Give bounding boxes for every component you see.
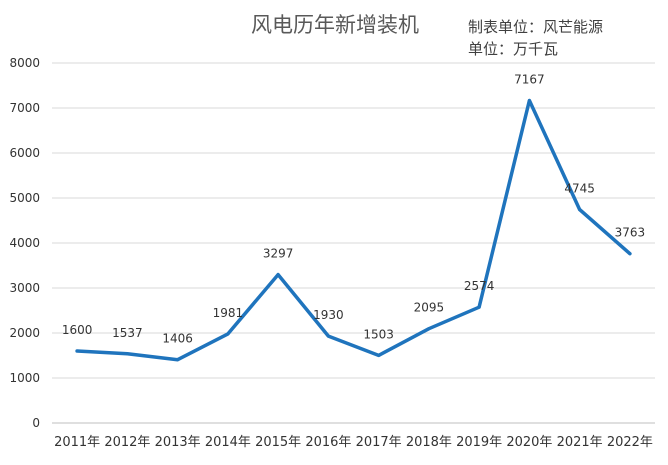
y-axis: 0 1000 2000 3000 4000 5000 6000 7000 8000 <box>9 56 40 430</box>
data-point <box>477 305 481 309</box>
data-label-layer: 1600 1537 1406 1981 3297 1930 1503 2095 2574 7167… <box>62 72 645 345</box>
data-point <box>628 252 632 256</box>
data-point <box>226 332 230 336</box>
gridlines <box>52 62 655 424</box>
data-label: 1981 <box>213 306 244 320</box>
data-label: 7167 <box>514 72 545 86</box>
data-label: 3763 <box>615 226 646 240</box>
x-tick-label: 2021年 <box>557 435 603 450</box>
data-label: 2095 <box>414 301 445 315</box>
data-label: 4745 <box>564 181 595 195</box>
data-label: 2574 <box>464 279 495 293</box>
data-label: 3297 <box>263 247 294 261</box>
data-point <box>326 334 330 338</box>
x-tick-label: 2022年 <box>607 435 653 450</box>
x-axis: 2011年 2012年 2013年 2014年 2015年 2016年 2017年 2018年… <box>54 435 653 450</box>
data-point <box>377 353 381 357</box>
y-tick-label: 6000 <box>9 146 40 160</box>
data-label: 1930 <box>313 308 344 322</box>
y-tick-label: 8000 <box>9 56 40 70</box>
series-line <box>75 98 632 362</box>
y-tick-label: 4000 <box>9 236 40 250</box>
data-point <box>125 352 129 356</box>
data-label: 1406 <box>162 332 193 346</box>
x-tick-label: 2013年 <box>155 435 201 450</box>
x-tick-label: 2012年 <box>104 435 150 450</box>
y-tick-label: 0 <box>32 416 40 430</box>
x-tick-label: 2020年 <box>506 435 552 450</box>
x-tick-label: 2016年 <box>305 435 351 450</box>
y-tick-label: 1000 <box>9 371 40 385</box>
data-label: 1600 <box>62 323 93 337</box>
x-tick-label: 2017年 <box>356 435 402 450</box>
data-point <box>75 349 79 353</box>
x-tick-label: 2019年 <box>456 435 502 450</box>
series-line-layer <box>75 98 632 362</box>
y-tick-label: 7000 <box>9 101 40 115</box>
source-note: 制表单位：风芒能源 <box>468 18 603 36</box>
y-tick-label: 2000 <box>9 326 40 340</box>
y-tick-label: 5000 <box>9 191 40 205</box>
data-point <box>276 273 280 277</box>
x-tick-label: 2014年 <box>205 435 251 450</box>
y-tick-label: 3000 <box>9 281 40 295</box>
data-label: 1503 <box>363 327 394 341</box>
unit-note: 单位：万千瓦 <box>468 40 558 58</box>
x-tick-label: 2018年 <box>406 435 452 450</box>
chart-title: 风电历年新增装机 <box>251 13 419 37</box>
x-tick-label: 2015年 <box>255 435 301 450</box>
data-point <box>578 207 582 211</box>
data-point <box>527 98 531 102</box>
data-point <box>427 327 431 331</box>
x-tick-label: 2011年 <box>54 435 100 450</box>
data-point <box>176 358 180 362</box>
data-label: 1537 <box>112 326 143 340</box>
